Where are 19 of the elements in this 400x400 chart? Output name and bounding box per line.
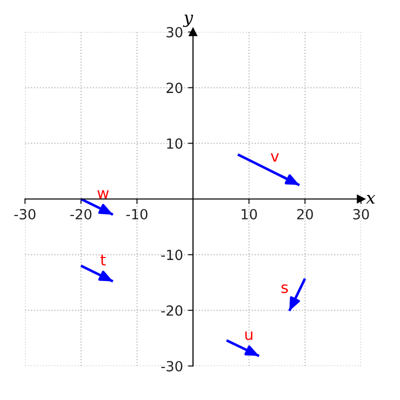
y-tick-label: -30 (161, 360, 182, 372)
series-label: w (97, 190, 109, 199)
series-label: s (282, 284, 288, 294)
y-axis-title: y (182, 14, 194, 27)
x-axis-title: x (366, 194, 376, 204)
x-tick-label: -30 (14, 208, 36, 220)
series-label: v (270, 153, 279, 162)
y-tick-label: -20 (161, 305, 182, 316)
x-tick-label: -20 (70, 208, 92, 220)
x-tick-label: 30 (353, 208, 369, 220)
y-tick-label: 10 (167, 138, 182, 149)
x-tick-label: 10 (242, 208, 257, 220)
x-tick-label: -10 (126, 208, 148, 220)
y-tick-label: -10 (161, 250, 182, 260)
x-tick-label: 20 (297, 208, 313, 220)
series-label: t (100, 254, 106, 266)
y-tick-label: 30 (166, 26, 182, 38)
series-label: u (245, 331, 252, 340)
y-tick-label: 20 (166, 82, 182, 94)
